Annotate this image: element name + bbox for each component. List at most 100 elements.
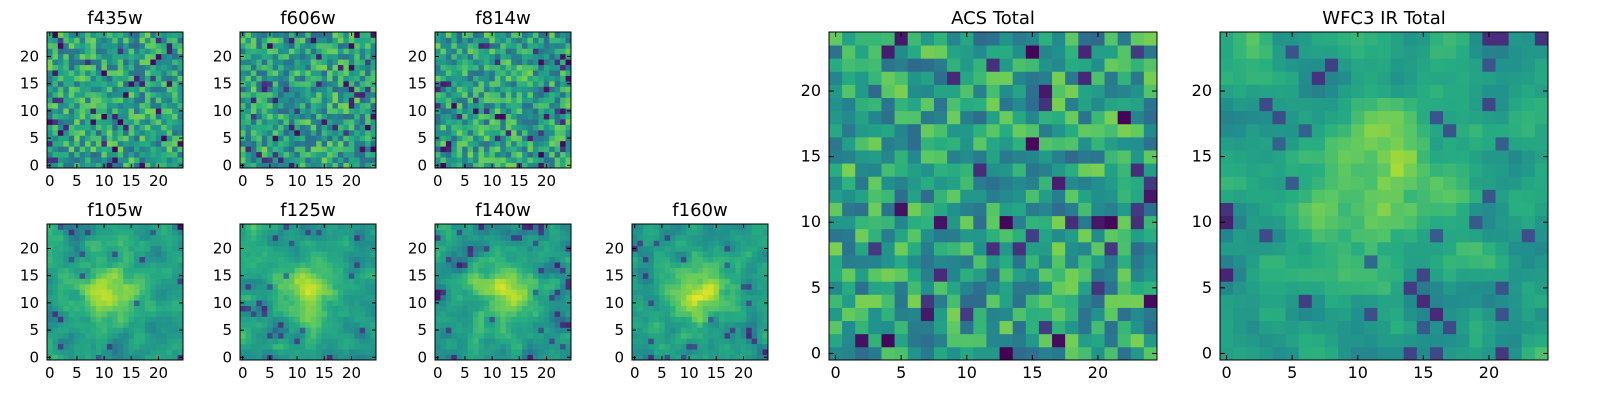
heatmap-cell <box>267 267 274 274</box>
heatmap-cell <box>637 327 644 334</box>
heatmap-cell <box>1065 163 1079 177</box>
heatmap-cell <box>316 48 322 55</box>
heatmap-cell <box>365 162 371 169</box>
heatmap-cell <box>489 272 496 279</box>
heatmap-cell <box>74 113 81 120</box>
heatmap-cell <box>511 113 517 120</box>
heatmap-cell <box>1091 320 1105 335</box>
heatmap-cell <box>554 256 561 263</box>
heatmap-cell <box>511 338 517 345</box>
heatmap-cell <box>57 245 64 252</box>
heatmap-cell <box>112 32 119 38</box>
heatmap-cell <box>288 327 295 334</box>
heatmap-cell <box>52 224 59 230</box>
heatmap-cell <box>245 113 252 120</box>
heatmap-cell <box>294 59 301 66</box>
heatmap-cell <box>288 97 295 104</box>
heatmap-cell <box>920 163 935 177</box>
y-tick-label: 5 <box>222 321 232 339</box>
heatmap-cell <box>907 163 922 177</box>
heatmap-cell <box>543 80 550 87</box>
heatmap-cell <box>642 354 649 361</box>
heatmap-cell <box>68 283 75 290</box>
heatmap-cell <box>751 229 758 236</box>
heatmap-cell <box>1065 228 1079 243</box>
heatmap-cell <box>327 224 333 230</box>
heatmap-cell <box>134 64 140 71</box>
heatmap-cell <box>63 135 70 142</box>
heatmap-cell <box>554 349 561 355</box>
heatmap-cell <box>740 349 747 355</box>
heatmap-cell <box>288 70 295 76</box>
heatmap-cell <box>272 229 279 236</box>
heatmap-cell <box>543 119 550 125</box>
heatmap-cell <box>365 229 371 236</box>
heatmap-cell <box>123 332 129 339</box>
heatmap-cell <box>139 75 146 82</box>
heatmap-cell <box>532 338 539 345</box>
heatmap-cell <box>139 278 146 285</box>
heatmap-cell <box>272 64 279 71</box>
heatmap-cell <box>139 108 146 114</box>
heatmap-cell <box>467 305 474 312</box>
heatmap-cell <box>505 113 512 120</box>
heatmap-cell <box>123 300 129 306</box>
heatmap-cell <box>261 129 268 136</box>
heatmap-cell <box>245 157 252 163</box>
heatmap-cell <box>522 338 528 345</box>
heatmap-cell <box>52 75 59 82</box>
heatmap-cell <box>538 80 545 87</box>
heatmap-cell <box>74 129 81 136</box>
heatmap-cell <box>554 108 561 114</box>
heatmap-cell <box>348 311 355 317</box>
heatmap-cell <box>134 146 140 153</box>
heatmap-cell <box>240 48 246 55</box>
heatmap-cell <box>359 234 366 241</box>
heatmap-cell <box>166 151 173 158</box>
heatmap-cell <box>101 42 108 49</box>
heatmap-cell <box>440 37 447 44</box>
heatmap-cell <box>489 59 496 66</box>
heatmap-cell <box>522 327 528 334</box>
heatmap-cell <box>440 48 447 55</box>
heatmap-cell <box>57 64 64 71</box>
heatmap-cell <box>95 278 102 285</box>
heatmap-cell <box>101 64 108 71</box>
heatmap-cell <box>256 267 263 274</box>
heatmap-cell <box>112 272 119 279</box>
heatmap-cell <box>489 108 496 114</box>
heatmap-cell <box>47 234 53 241</box>
heatmap-cell <box>522 86 528 93</box>
heatmap-cell <box>283 262 290 268</box>
heatmap-cell <box>134 278 140 285</box>
heatmap-cell <box>435 119 441 125</box>
heatmap-cell <box>310 338 317 345</box>
heatmap-cell <box>724 262 731 268</box>
heatmap-cell <box>332 245 339 252</box>
heatmap-cell <box>719 343 725 350</box>
heatmap-cell <box>527 102 534 109</box>
heatmap-cell <box>659 272 666 279</box>
heatmap-cell <box>240 278 246 285</box>
heatmap-cell <box>305 48 312 55</box>
heatmap-cell <box>101 86 108 93</box>
heatmap-cell <box>680 267 687 274</box>
heatmap-cell <box>986 255 1000 269</box>
heatmap-cell <box>719 305 725 312</box>
heatmap-cell <box>278 151 284 158</box>
heatmap-cell <box>1143 189 1158 203</box>
heatmap-cell <box>708 272 714 279</box>
heatmap-cell <box>440 75 447 82</box>
heatmap-cell <box>740 294 747 301</box>
heatmap-cell <box>106 354 113 361</box>
heatmap-cell <box>354 321 361 328</box>
heatmap-cell <box>256 224 263 230</box>
heatmap-cell <box>697 305 704 312</box>
heatmap-cell <box>310 75 317 82</box>
heatmap-cell <box>1091 189 1105 203</box>
heatmap-cell <box>500 124 507 131</box>
heatmap-cell <box>702 229 709 236</box>
heatmap-cell <box>57 262 64 268</box>
heatmap-cell <box>134 135 140 142</box>
heatmap-cell <box>267 86 274 93</box>
